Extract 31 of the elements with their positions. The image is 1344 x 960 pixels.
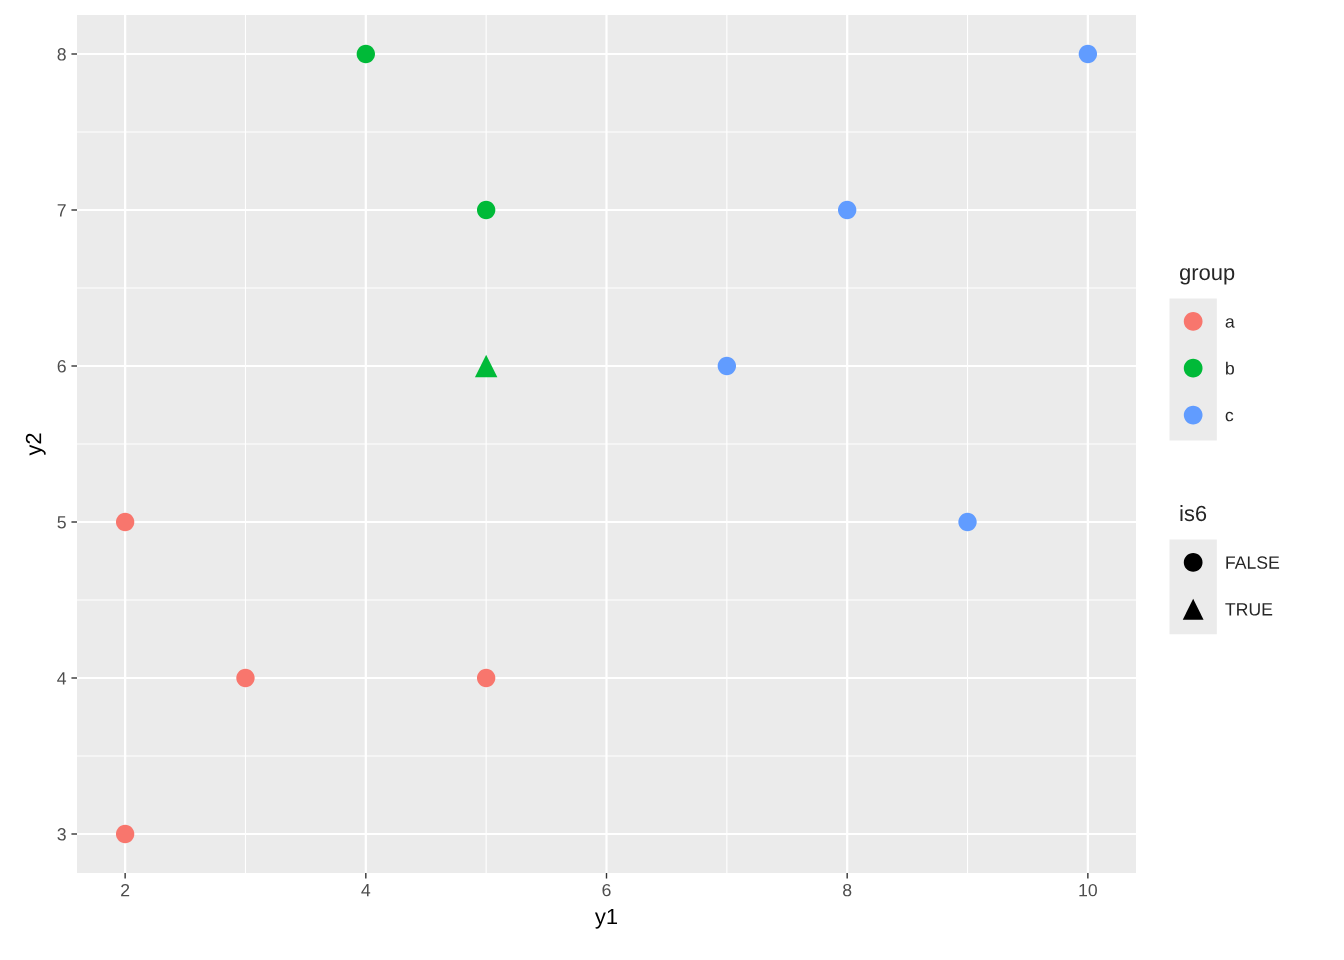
legend-label: b [1226,361,1234,375]
legend-label: a [1225,318,1235,328]
point [356,44,375,64]
point [115,512,135,532]
y-tick-label: 8 [57,48,66,61]
point [958,512,977,532]
x-axis-title: y1 [594,909,618,929]
y-tick-label: 3 [57,828,66,841]
point [717,356,737,376]
point [115,824,135,844]
legend-label: FALSE [1226,556,1280,569]
x-tick-label: 4 [361,884,371,897]
point [474,354,498,378]
y-tick-label: 6 [57,360,66,373]
legend-label: TRUE [1225,603,1273,616]
x-tick-label: 10 [1079,883,1097,897]
point [236,668,255,688]
point [476,200,496,220]
y-tick-label: 7 [57,204,66,217]
y-axis-title: y2 [25,433,46,456]
point [476,668,496,688]
y-tick-label: 4 [57,672,67,685]
y-tick-label: 5 [57,516,66,529]
text: group [1179,268,1235,285]
text: is6 [1180,505,1207,522]
x-tick-label: 8 [843,883,852,897]
x-tick-label: 6 [602,883,611,897]
legend-label: c [1225,411,1234,422]
x-tick-label: 2 [121,883,130,897]
point [838,200,857,220]
point [1078,44,1098,64]
